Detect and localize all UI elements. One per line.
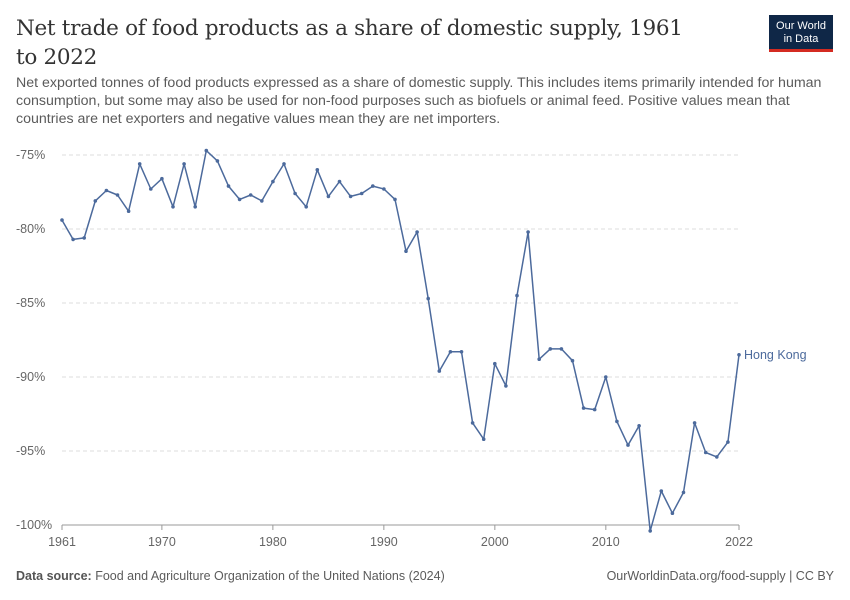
data-point[interactable] [260,199,264,203]
data-point[interactable] [726,440,730,444]
y-tick-label: -85% [16,296,45,310]
data-point[interactable] [592,407,597,412]
data-point[interactable] [382,187,386,191]
data-point[interactable] [515,293,519,298]
data-point[interactable] [326,194,331,199]
data-point[interactable] [82,236,86,240]
data-point[interactable] [359,191,364,196]
y-tick-label: -95% [16,444,45,458]
data-point[interactable] [315,168,320,172]
data-point[interactable] [71,237,75,242]
y-axis-ticks: -75% -80% -85% -90% -95% -100% [16,148,52,532]
x-tick-label: 2000 [481,535,509,549]
data-point[interactable] [248,193,253,197]
series-group: Hong Kong [60,148,807,533]
data-point[interactable] [692,421,697,425]
y-tick-label: -90% [16,370,45,384]
owid-logo[interactable]: Our World in Data [769,15,833,52]
logo-line-1: Our World [776,20,826,32]
x-tick-label: 1980 [259,535,287,549]
data-point[interactable] [626,443,630,447]
data-point[interactable] [681,490,686,495]
data-point[interactable] [171,205,175,209]
data-point[interactable] [548,347,553,351]
data-point[interactable] [204,148,209,153]
chart-title: Net trade of food products as a share of… [16,16,683,70]
footer-link[interactable]: OurWorldinData.org/food-supply | CC BY [606,569,834,583]
data-point[interactable] [182,162,186,166]
y-tick-label: -80% [16,222,45,236]
y-tick-label: -75% [16,148,45,162]
data-point[interactable] [215,159,220,163]
data-point[interactable] [559,347,564,351]
data-point[interactable] [703,450,708,455]
data-point[interactable] [637,424,641,428]
data-point[interactable] [271,179,275,184]
data-point[interactable] [659,489,664,493]
data-point[interactable] [93,199,98,203]
data-point[interactable] [615,419,619,424]
x-tick-label: 1961 [48,535,76,549]
data-point[interactable] [348,194,353,199]
data-point[interactable] [60,218,64,222]
data-point[interactable] [337,179,342,184]
data-point[interactable] [604,375,608,379]
data-point[interactable] [126,209,131,213]
data-point[interactable] [404,249,408,253]
data-source-text[interactable]: Food and Agriculture Organization of the… [95,569,445,583]
data-point[interactable] [426,296,431,301]
data-point[interactable] [493,361,497,366]
data-point[interactable] [481,437,486,442]
data-point[interactable] [648,529,652,533]
x-axis-ticks: 1961 1970 1980 1990 2000 2010 2022 [48,524,753,549]
x-tick-label: 2022 [725,535,753,549]
series-label[interactable]: Hong Kong [744,348,807,362]
chart-subtitle: Net exported tonnes of food products exp… [16,75,822,127]
series-line[interactable] [61,149,740,532]
data-source: Data source: Food and Agriculture Organi… [16,569,445,583]
data-point[interactable] [226,184,231,188]
data-point[interactable] [115,193,120,197]
data-point[interactable] [293,191,297,196]
data-point[interactable] [193,205,197,209]
data-point[interactable] [670,511,675,515]
data-point[interactable] [470,421,475,425]
data-point[interactable] [304,205,309,209]
data-point[interactable] [415,230,419,234]
data-point[interactable] [737,353,741,357]
data-point[interactable] [149,187,153,191]
y-tick-label: -100% [16,518,52,532]
grid-lines [62,154,739,526]
data-point[interactable] [581,406,586,410]
data-point[interactable] [160,176,164,181]
data-point[interactable] [393,197,397,202]
x-tick-label: 1970 [148,535,176,549]
data-point[interactable] [237,197,242,202]
data-point[interactable] [537,357,541,362]
data-point[interactable] [570,358,575,363]
data-point[interactable] [526,230,530,234]
data-point[interactable] [448,350,453,354]
data-point[interactable] [104,188,109,193]
data-source-label: Data source: [16,569,92,583]
data-point[interactable] [504,384,508,388]
x-tick-label: 1990 [370,535,398,549]
data-point[interactable] [459,350,464,354]
data-point[interactable] [282,162,286,166]
data-point[interactable] [437,369,442,373]
data-point[interactable] [371,184,375,188]
logo-line-2: in Data [783,33,819,45]
data-point[interactable] [715,455,719,459]
x-tick-label: 2010 [592,535,620,549]
data-point[interactable] [137,162,142,166]
